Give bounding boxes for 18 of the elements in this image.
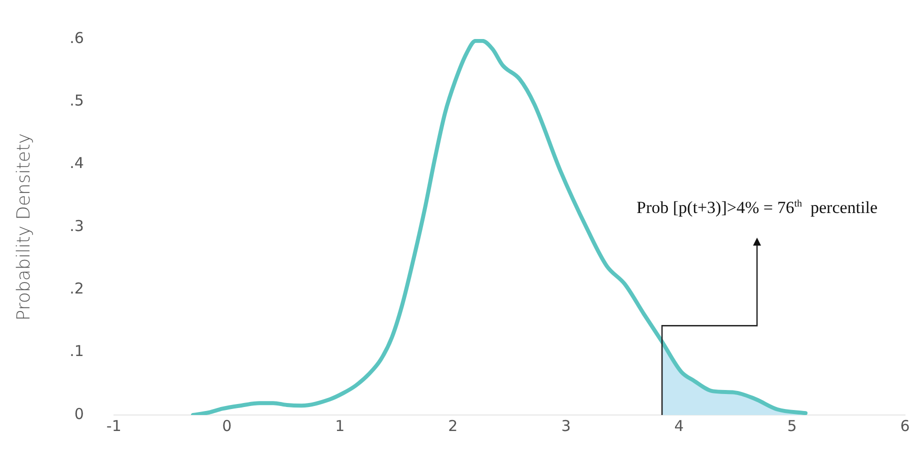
y-tick-label: .1 <box>70 342 84 360</box>
x-tick-label: 2 <box>448 416 458 435</box>
y-tick-label: .3 <box>70 216 84 235</box>
y-tick-label: .5 <box>70 92 84 110</box>
x-tick-label: 6 <box>900 416 910 435</box>
y-tick-label: 0 <box>74 404 84 423</box>
x-tick-label: 0 <box>222 416 232 435</box>
y-tick-label: .2 <box>70 280 84 298</box>
x-tick-label: 5 <box>787 416 797 435</box>
y-tick-label: .4 <box>70 154 84 172</box>
x-tick-label: 4 <box>674 416 684 435</box>
y-axis-title: Probability Densitety <box>13 133 34 321</box>
y-tick-label: .6 <box>70 28 84 47</box>
x-tick-label: 3 <box>561 416 571 435</box>
line-series <box>191 39 808 415</box>
x-tick-label: -1 <box>106 416 122 435</box>
x-tick-label: 1 <box>335 416 345 435</box>
annotation: Prob [p(t+3)]>4% = 76$^{th}$ percentile <box>636 198 878 218</box>
